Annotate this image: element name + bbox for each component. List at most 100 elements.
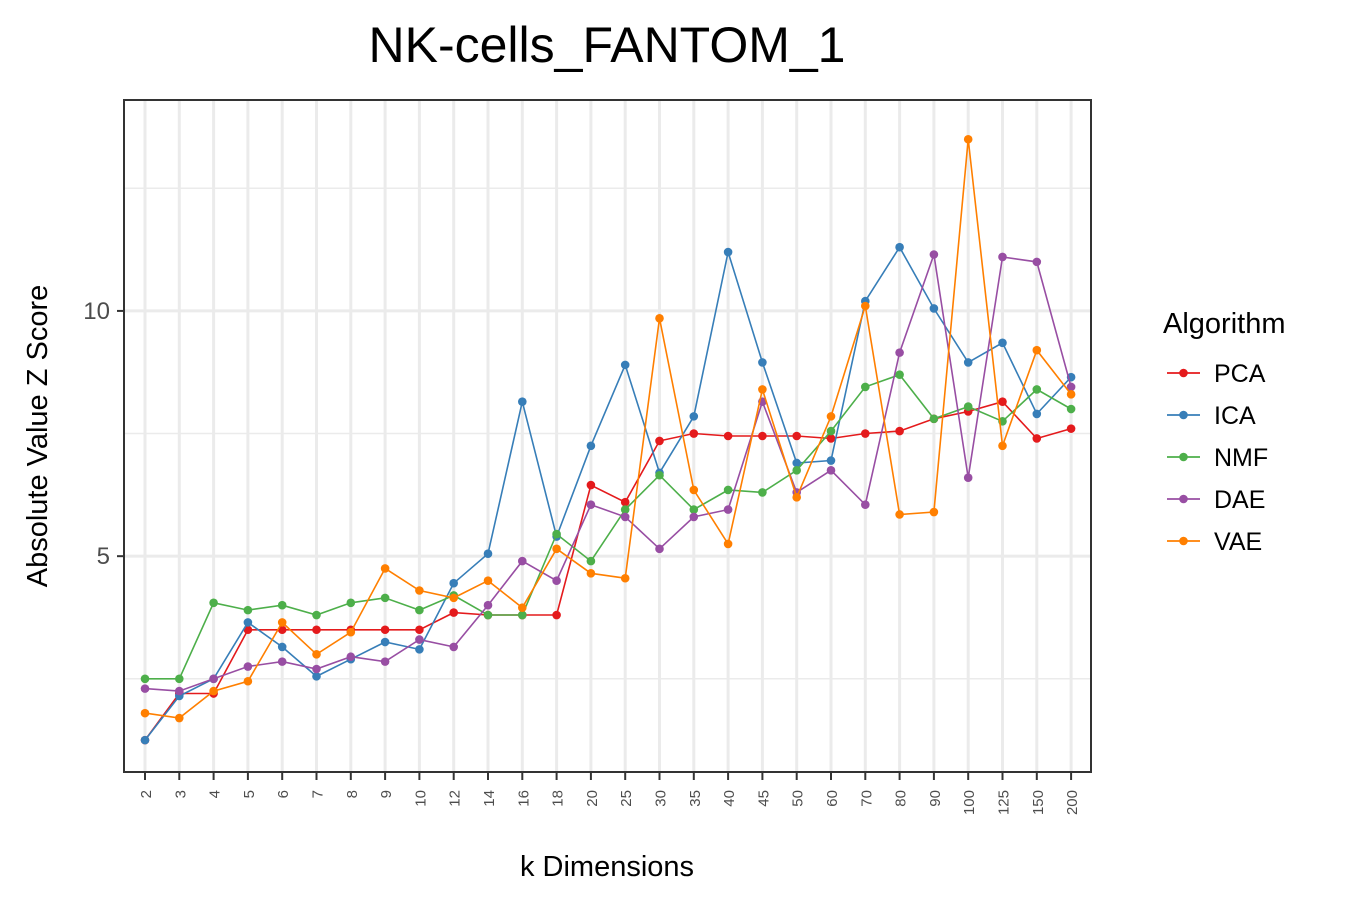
data-point-dae (620, 512, 630, 522)
data-point-pca (620, 497, 630, 507)
data-point-ica (689, 412, 699, 421)
data-point-nmf (483, 610, 493, 620)
data-point-pca (998, 397, 1007, 406)
data-point-nmf (1032, 385, 1042, 394)
data-point-vae (552, 544, 561, 554)
data-point-pca (1066, 424, 1076, 433)
data-point-vae (483, 576, 493, 586)
legend-label: DAE (1214, 486, 1265, 514)
x-tick-label: 100 (961, 790, 978, 815)
data-point-vae (140, 708, 150, 718)
data-point-vae (895, 510, 904, 519)
data-point-vae (758, 385, 767, 394)
data-point-ica (140, 735, 150, 745)
data-point-dae (243, 662, 253, 671)
data-point-dae (655, 544, 664, 554)
x-tick-label: 70 (858, 790, 875, 807)
data-point-dae (277, 657, 287, 666)
x-tick-label: 30 (653, 790, 670, 807)
x-tick-label: 50 (790, 790, 807, 807)
x-tick-label: 10 (412, 790, 429, 807)
data-point-vae (963, 134, 973, 144)
data-point-vae (1032, 345, 1042, 355)
data-point-vae (243, 676, 253, 686)
series-vae (140, 134, 1076, 723)
data-point-ica (963, 358, 973, 367)
data-point-pca (380, 625, 390, 635)
data-point-vae (620, 573, 630, 583)
y-tick-label: 10 (83, 298, 110, 325)
data-point-ica (483, 549, 493, 559)
legend-item-pca: PCA (1167, 360, 1266, 388)
series-line-pca (144, 400, 1072, 741)
series-ica (140, 242, 1076, 745)
data-point-nmf (346, 598, 356, 608)
legend-title: Algorithm (1163, 308, 1286, 340)
data-point-pca (826, 434, 836, 443)
series-layer (140, 134, 1076, 745)
x-tick-label: 125 (996, 790, 1013, 815)
data-point-pca (415, 625, 424, 635)
legend-item-dae: DAE (1167, 486, 1265, 514)
chart-title: NK-cells_FANTOM_1 (369, 17, 846, 73)
legend-key-point (1179, 536, 1188, 546)
data-point-nmf (243, 605, 253, 615)
data-point-dae (963, 473, 973, 482)
data-point-dae (1032, 257, 1042, 267)
data-point-pca (1032, 434, 1042, 443)
data-point-dae (861, 500, 870, 509)
data-point-pca (586, 480, 596, 490)
series-line-dae (144, 254, 1072, 692)
data-point-vae (277, 618, 287, 627)
data-point-vae (861, 301, 870, 311)
legend-label: PCA (1214, 360, 1266, 388)
x-tick-label: 60 (824, 790, 841, 807)
x-tick-label: 35 (687, 790, 704, 807)
data-point-dae (380, 657, 390, 666)
data-point-nmf (175, 674, 184, 684)
data-point-vae (380, 564, 390, 573)
data-point-vae (998, 441, 1007, 451)
data-point-pca (312, 625, 321, 635)
data-point-nmf (312, 610, 321, 620)
x-tick-label: 20 (584, 790, 601, 807)
legend-key-point (1179, 494, 1188, 504)
data-point-nmf (586, 556, 596, 566)
data-point-pca (723, 431, 733, 441)
data-point-vae (415, 586, 424, 595)
data-point-ica (243, 618, 253, 627)
data-point-ica (723, 247, 733, 257)
data-point-pca (792, 431, 801, 441)
data-point-nmf (140, 674, 150, 684)
data-point-nmf (552, 529, 561, 539)
data-point-ica (518, 397, 527, 406)
data-point-dae (895, 348, 904, 357)
legend-item-nmf: NMF (1167, 444, 1268, 472)
data-point-nmf (620, 505, 630, 514)
data-point-ica (277, 642, 287, 652)
data-point-nmf (415, 605, 424, 615)
data-point-dae (483, 600, 493, 610)
data-point-ica (758, 358, 767, 367)
data-point-dae (998, 252, 1007, 262)
data-point-nmf (1066, 404, 1076, 414)
data-point-dae (209, 674, 218, 684)
data-point-nmf (895, 370, 904, 379)
data-point-ica (1032, 409, 1042, 419)
data-point-pca (689, 429, 699, 438)
data-point-dae (723, 505, 733, 514)
data-point-pca (895, 426, 904, 436)
data-point-dae (140, 684, 150, 693)
data-point-nmf (723, 485, 733, 495)
data-point-vae (209, 686, 218, 696)
data-point-vae (689, 485, 699, 495)
plot-panel-border (123, 99, 1092, 773)
data-point-ica (998, 338, 1007, 348)
data-point-nmf (929, 414, 939, 424)
data-point-dae (449, 642, 459, 652)
data-point-nmf (758, 488, 767, 497)
x-tick-label: 14 (481, 790, 498, 807)
data-point-dae (346, 652, 356, 662)
data-point-vae (312, 649, 321, 659)
